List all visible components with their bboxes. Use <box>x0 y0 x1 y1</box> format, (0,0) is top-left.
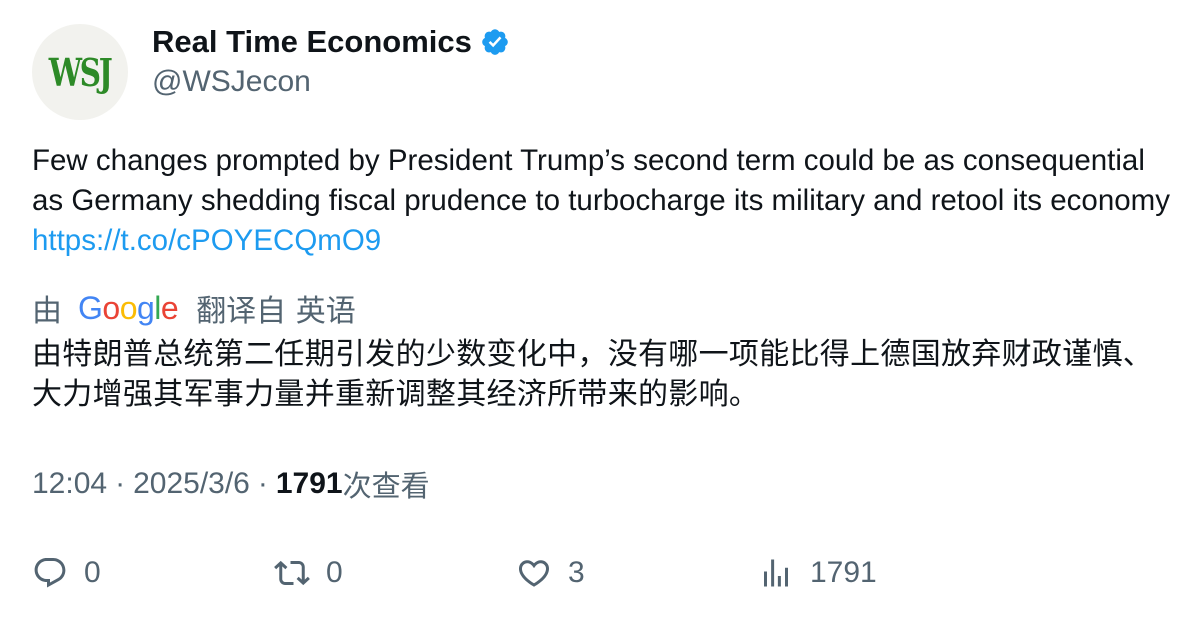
display-name-row: Real Time Economics <box>152 24 510 60</box>
retweet-icon <box>274 560 310 586</box>
verified-badge-icon[interactable] <box>480 27 510 57</box>
translated-text: 由特朗普总统第二任期引发的少数变化中，没有哪一项能比得上德国放弃财政谨慎、大力增… <box>32 337 1154 412</box>
tweet-link[interactable]: https://t.co/cPOYECQmO9 <box>32 224 382 257</box>
author-names: Real Time Economics @WSJecon <box>152 24 510 100</box>
views-label: 次查看 <box>342 469 430 503</box>
avatar[interactable]: WSJ <box>32 24 128 120</box>
meta-separator: · <box>115 467 126 500</box>
tweet-meta: 12:04 · 2025/3/6 · 1791 次查看 <box>32 462 430 506</box>
retweet-count: 0 <box>326 556 343 589</box>
reply-button[interactable]: 0 <box>32 550 101 596</box>
like-count: 3 <box>568 556 585 589</box>
views-button[interactable]: 1791 <box>758 550 877 596</box>
tweet-body: Few changes prompted by President Trump’… <box>32 144 1170 217</box>
display-name[interactable]: Real Time Economics <box>152 24 472 59</box>
reply-icon <box>34 558 66 588</box>
tweet-date[interactable]: 2025/3/6 <box>133 467 250 500</box>
views-action-count: 1791 <box>810 556 877 589</box>
action-bar: 0 0 3 1791 <box>32 550 1132 596</box>
tweet-header: WSJ Real Time Economics @WSJecon <box>32 24 510 120</box>
tweet-time[interactable]: 12:04 <box>32 467 108 500</box>
meta-separator: · <box>257 467 268 500</box>
tweet-text: Few changes prompted by President Trump’… <box>32 141 1172 261</box>
retweet-button[interactable]: 0 <box>274 550 343 596</box>
translation-suffix: 翻译自 英语 <box>196 294 356 329</box>
views-icon <box>764 559 788 587</box>
author-handle[interactable]: @WSJecon <box>152 65 311 98</box>
views-count: 1791 <box>275 467 343 500</box>
reply-count: 0 <box>84 556 101 589</box>
like-button[interactable]: 3 <box>516 550 585 596</box>
like-icon <box>518 560 550 587</box>
translation-prefix: 由 <box>32 294 62 329</box>
avatar-logo-text: WSJ <box>49 49 113 95</box>
